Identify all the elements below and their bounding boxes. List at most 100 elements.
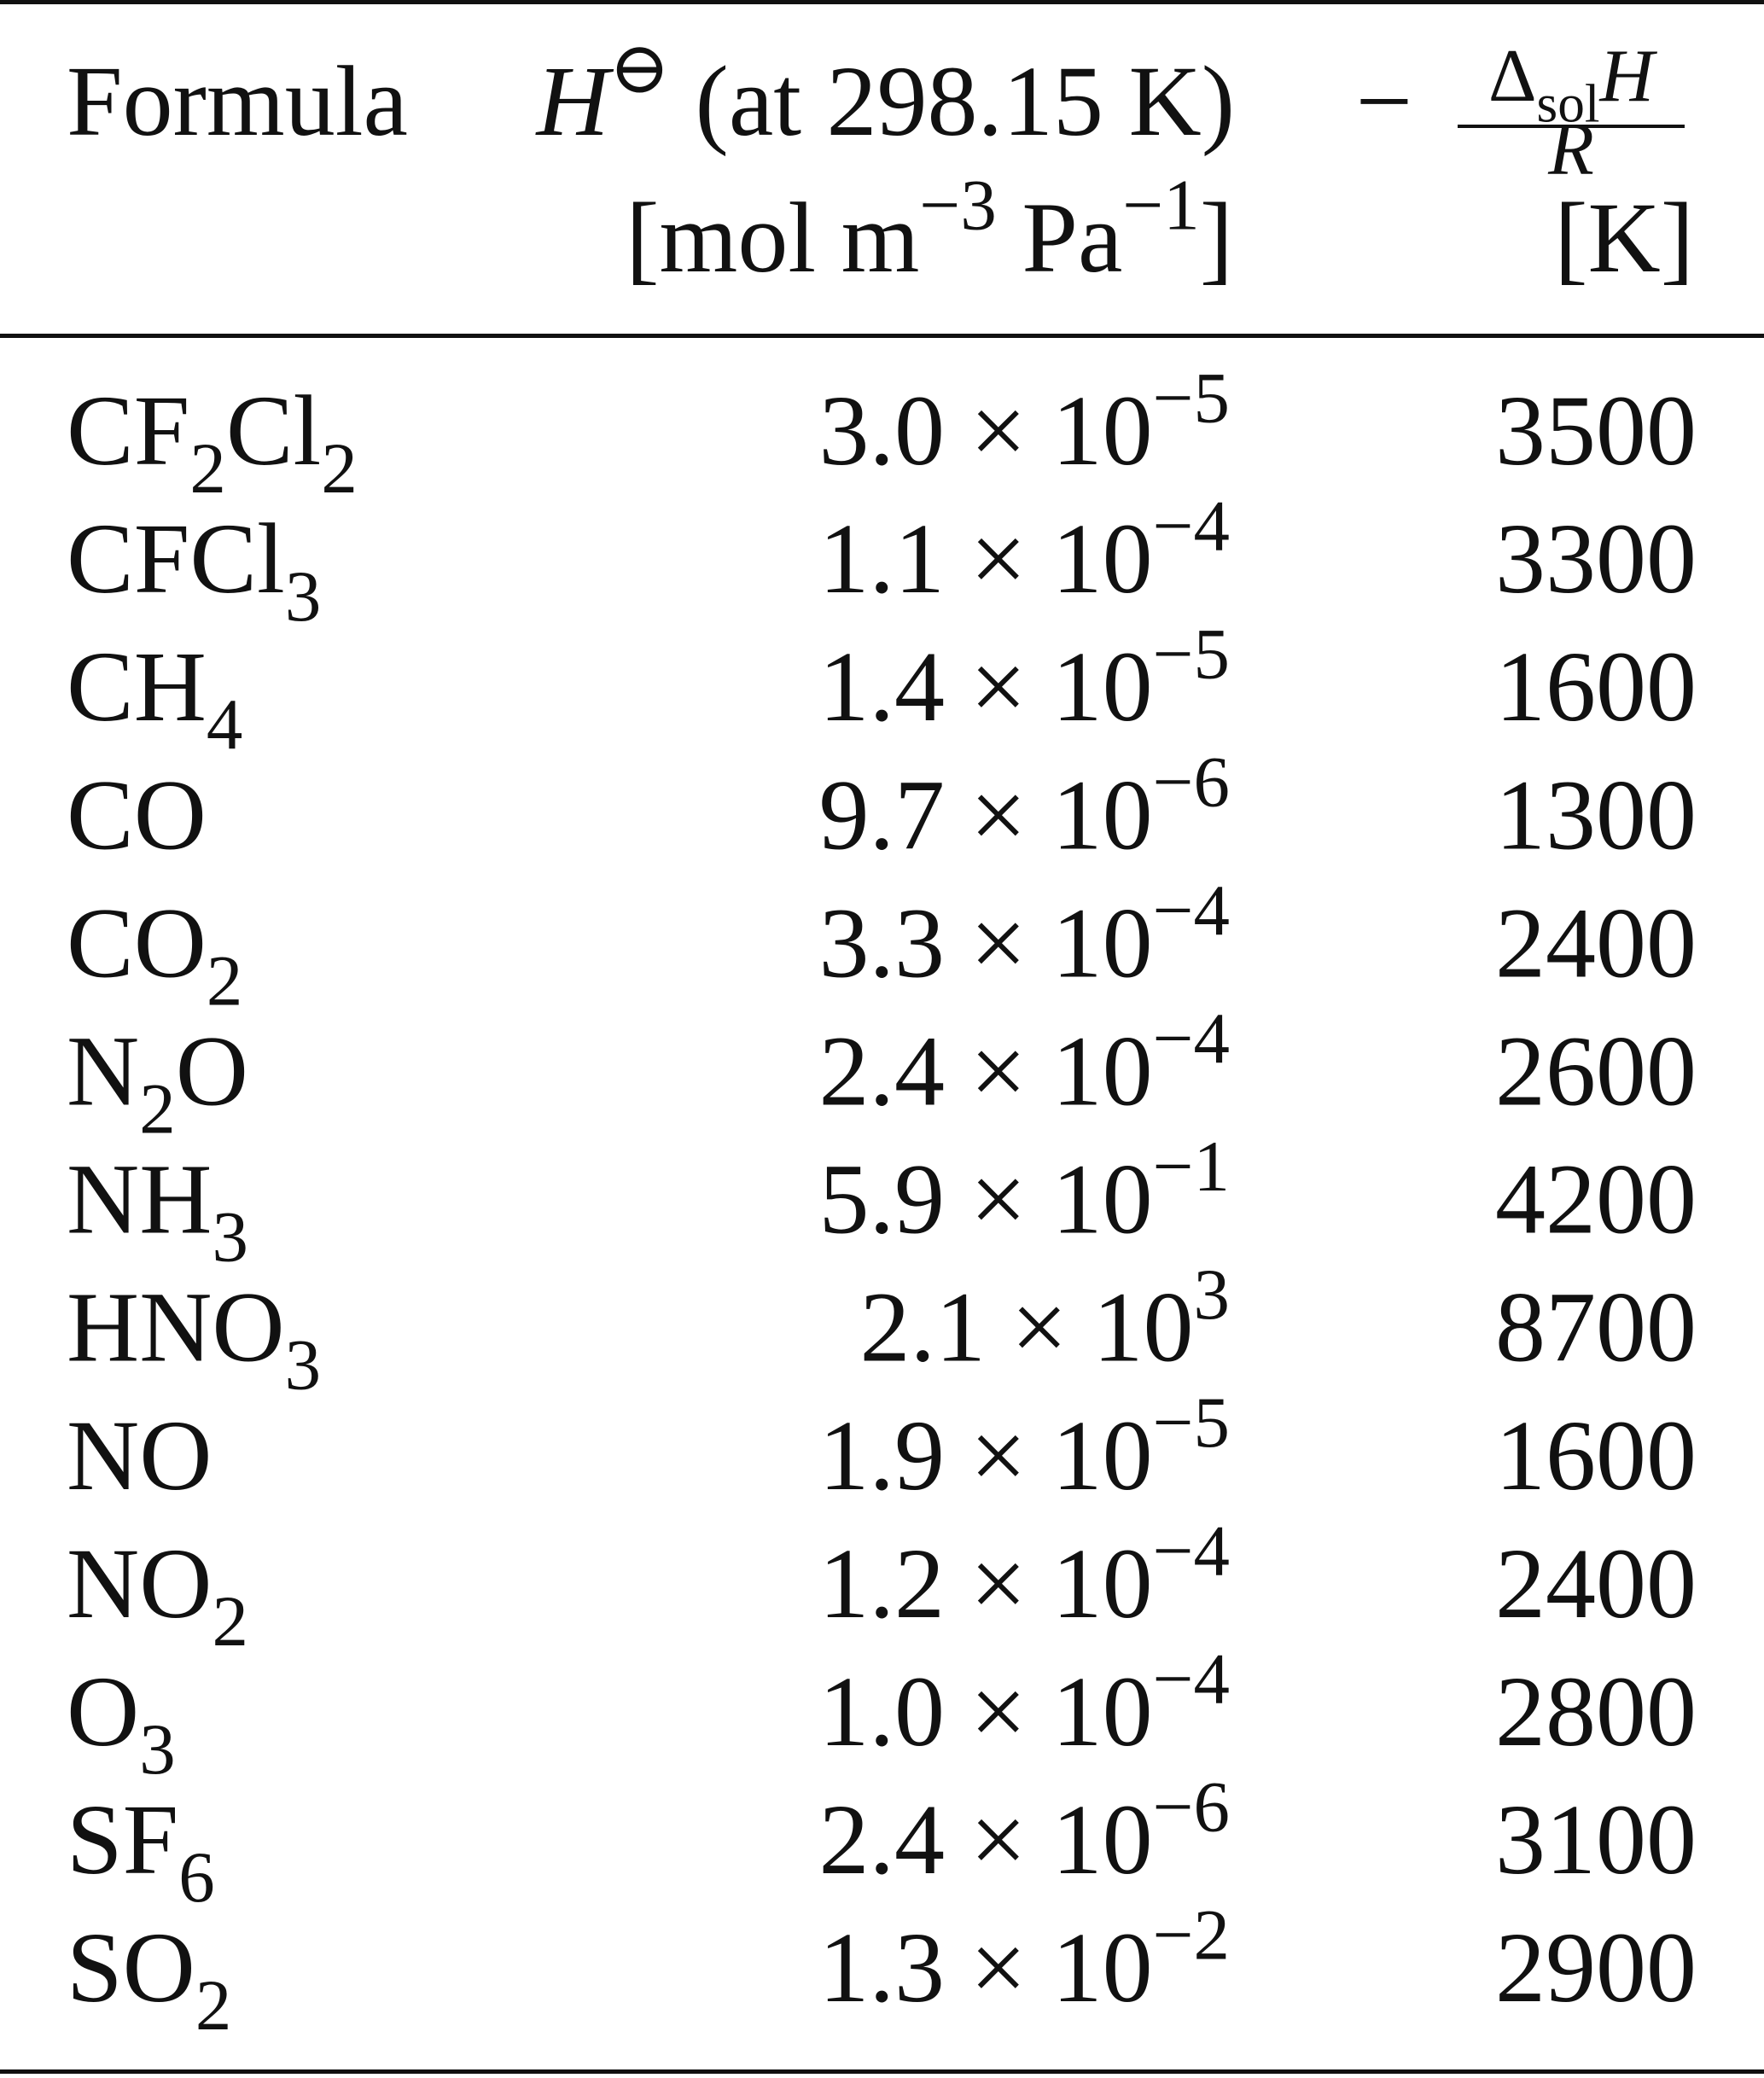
- header-rule: [0, 334, 1764, 338]
- text-run: 3.0 × 10: [819, 375, 1153, 486]
- text-run: CF: [67, 375, 189, 486]
- formula-cell: CF2Cl2: [67, 375, 358, 509]
- header-minus: −: [1355, 45, 1412, 157]
- henry-cell: 1.4 × 10−5: [819, 614, 1230, 743]
- enthalpy-cell: 2400: [1495, 1528, 1697, 1639]
- text-run: O: [67, 1656, 139, 1767]
- subscript: 6: [178, 1837, 214, 1918]
- subscript: 2: [207, 940, 242, 1021]
- supscript: −5: [1153, 358, 1230, 438]
- supscript: −6: [1153, 1767, 1230, 1848]
- text-run: 1.3 × 10: [819, 1912, 1153, 2023]
- text-run: SO: [67, 1912, 195, 2023]
- fraction-numerator: ΔsolH: [1488, 35, 1658, 134]
- enthalpy-cell: 1600: [1495, 631, 1697, 742]
- header-unit: [K]: [1554, 182, 1694, 294]
- enthalpy-cell: 3500: [1495, 375, 1697, 486]
- top-rule: [0, 0, 1764, 4]
- fraction-denominator: R: [1547, 108, 1594, 191]
- henry-cell: 9.7 × 10−6: [819, 742, 1230, 871]
- supscript: ⊖: [609, 28, 670, 108]
- header-formula: Formula: [67, 45, 408, 157]
- text-run: CO: [67, 759, 207, 870]
- enthalpy-cell: 4200: [1495, 1144, 1697, 1255]
- text-run: Cl: [226, 375, 322, 486]
- enthalpy-cell: 2400: [1495, 887, 1697, 998]
- formula-cell: NO2: [67, 1528, 248, 1662]
- subscript: 4: [207, 684, 242, 765]
- header-henry-line1: H⊖ (at 298.15 K): [535, 28, 1235, 157]
- text-run: 2.1 × 10: [859, 1272, 1193, 1383]
- text-run: 1.4 × 10: [819, 631, 1153, 742]
- formula-cell: SO2: [67, 1912, 231, 2046]
- text-run: NO: [67, 1400, 212, 1511]
- subscript: 2: [139, 1069, 175, 1150]
- text-run: CH: [67, 631, 207, 742]
- subscript: 2: [212, 1581, 247, 1662]
- subscript: 2: [195, 1965, 231, 2046]
- fraction-bar: [1458, 125, 1685, 128]
- supscript: −4: [1153, 1510, 1230, 1591]
- subscript: 3: [139, 1709, 175, 1790]
- henry-cell: 5.9 × 10−1: [819, 1126, 1230, 1255]
- supscript: −3: [919, 165, 996, 245]
- formula-cell: CFCl3: [67, 503, 321, 637]
- formula-cell: CH4: [67, 631, 242, 765]
- henry-cell: 1.1 × 10−4: [819, 486, 1230, 615]
- henry-cell: 1.3 × 10−2: [819, 1895, 1230, 2024]
- text-run: ]: [1200, 182, 1233, 294]
- formula-cell: HNO3: [67, 1272, 321, 1406]
- text-run: [mol m: [626, 182, 919, 294]
- henry-cell: 2.4 × 10−4: [819, 998, 1230, 1127]
- formula-cell: CO: [67, 759, 207, 870]
- text-run: NO: [67, 1528, 212, 1639]
- enthalpy-cell: 1300: [1495, 759, 1697, 870]
- text-run: CFCl: [67, 503, 285, 614]
- enthalpy-cell: 2600: [1495, 1016, 1697, 1127]
- header-henry-line2: [mol m−3 Pa−1]: [626, 165, 1233, 294]
- supscript: −5: [1153, 614, 1230, 695]
- subscript: sol: [1537, 74, 1600, 134]
- text-run: 2.4 × 10: [819, 1784, 1153, 1895]
- text-run: R: [1547, 108, 1594, 191]
- text-run: 1.0 × 10: [819, 1656, 1153, 1767]
- text-run: 1.9 × 10: [819, 1400, 1153, 1511]
- henry-cell: 1.9 × 10−5: [819, 1382, 1230, 1511]
- text-run: 9.7 × 10: [819, 759, 1153, 870]
- supscript: −5: [1153, 1382, 1230, 1463]
- supscript: −6: [1153, 742, 1230, 823]
- enthalpy-cell: 2800: [1495, 1656, 1697, 1767]
- formula-cell: N2O: [67, 1016, 248, 1150]
- text-run: 1.2 × 10: [819, 1528, 1153, 1639]
- text-run: Δ: [1488, 35, 1537, 118]
- henry-cell: 3.3 × 10−4: [819, 870, 1230, 999]
- supscript: −1: [1122, 165, 1199, 245]
- formula-cell: NO: [67, 1400, 212, 1511]
- supscript: −4: [1153, 998, 1230, 1079]
- formula-cell: NH3: [67, 1144, 248, 1278]
- henry-cell: 1.0 × 10−4: [819, 1639, 1230, 1767]
- supscript: −4: [1153, 486, 1230, 567]
- henry-cell: 3.0 × 10−5: [819, 358, 1230, 486]
- subscript: 3: [285, 556, 321, 637]
- enthalpy-cell: 3300: [1495, 503, 1697, 614]
- enthalpy-cell: 3100: [1495, 1784, 1697, 1895]
- text-run: 1.1 × 10: [819, 503, 1153, 614]
- subscript: 3: [285, 1325, 321, 1406]
- henry-cell: 1.2 × 10−4: [819, 1510, 1230, 1639]
- text-run: CO: [67, 887, 207, 998]
- formula-cell: CO2: [67, 887, 242, 1021]
- text-run: N: [67, 1016, 139, 1127]
- text-run: NH: [67, 1144, 212, 1255]
- text-run: SF: [67, 1784, 178, 1895]
- supscript: −1: [1153, 1126, 1230, 1207]
- supscript: −4: [1153, 1639, 1230, 1719]
- enthalpy-cell: 1600: [1495, 1400, 1697, 1511]
- enthalpy-cell: 2900: [1495, 1912, 1697, 2023]
- text-run: H: [535, 45, 614, 157]
- formula-cell: O3: [67, 1656, 176, 1790]
- bottom-rule: [0, 2069, 1764, 2074]
- supscript: −4: [1153, 870, 1230, 951]
- henry-cell: 2.1 × 103: [859, 1254, 1230, 1383]
